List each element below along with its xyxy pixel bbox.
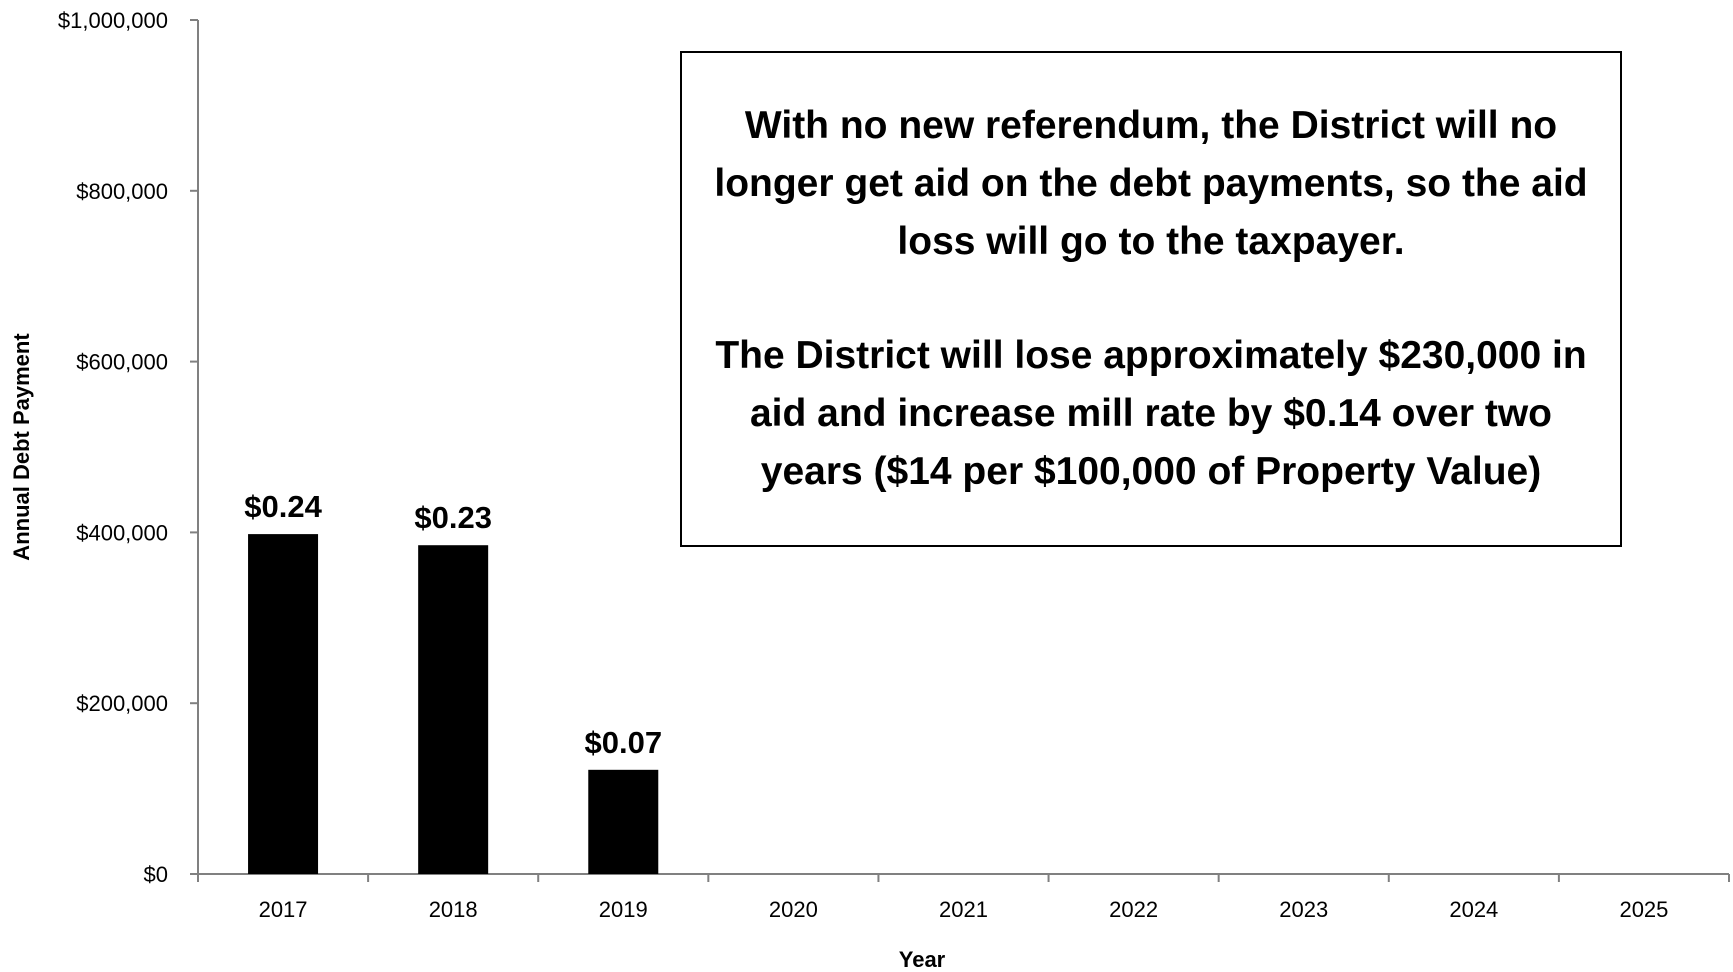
x-tick-label: 2023: [1279, 897, 1328, 922]
x-axis-title: Year: [899, 947, 946, 972]
x-tick-label: 2024: [1449, 897, 1498, 922]
data-label: $0.24: [244, 489, 322, 524]
y-tick-label: $400,000: [76, 520, 168, 545]
y-tick-label: $1,000,000: [58, 8, 168, 33]
x-tick-label: 2021: [939, 897, 988, 922]
y-tick-label: $200,000: [76, 691, 168, 716]
annotation-box: With no new referendum, the District wil…: [680, 51, 1622, 547]
data-label: $0.23: [414, 500, 492, 535]
x-tick-label: 2019: [599, 897, 648, 922]
y-axis: $0 $200,000 $400,000 $600,000 $800,000 $1,000…: [58, 8, 199, 887]
y-tick-label: $0: [144, 862, 168, 887]
bar: [588, 769, 659, 874]
x-tick-label: 2020: [769, 897, 818, 922]
data-labels: $0.24 $0.23 $0.07: [244, 489, 662, 760]
x-tick-label: 2018: [429, 897, 478, 922]
y-tick-label: $600,000: [76, 350, 168, 375]
y-axis-title: Annual Debt Payment: [9, 333, 34, 561]
y-tick-label: $800,000: [76, 179, 168, 204]
bar: [418, 545, 489, 874]
x-axis: 2017 2018 2019 2020 2021 2022 2023 2024 2025: [197, 873, 1730, 922]
annotation-paragraph-1: With no new referendum, the District wil…: [714, 104, 1588, 263]
bars: [248, 534, 659, 874]
x-tick-label: 2022: [1109, 897, 1158, 922]
x-tick-label: 2025: [1619, 897, 1668, 922]
data-label: $0.07: [584, 725, 662, 760]
bar: [248, 534, 319, 874]
x-tick-label: 2017: [259, 897, 308, 922]
annotation-paragraph-2: The District will lose approximately $23…: [715, 334, 1587, 493]
